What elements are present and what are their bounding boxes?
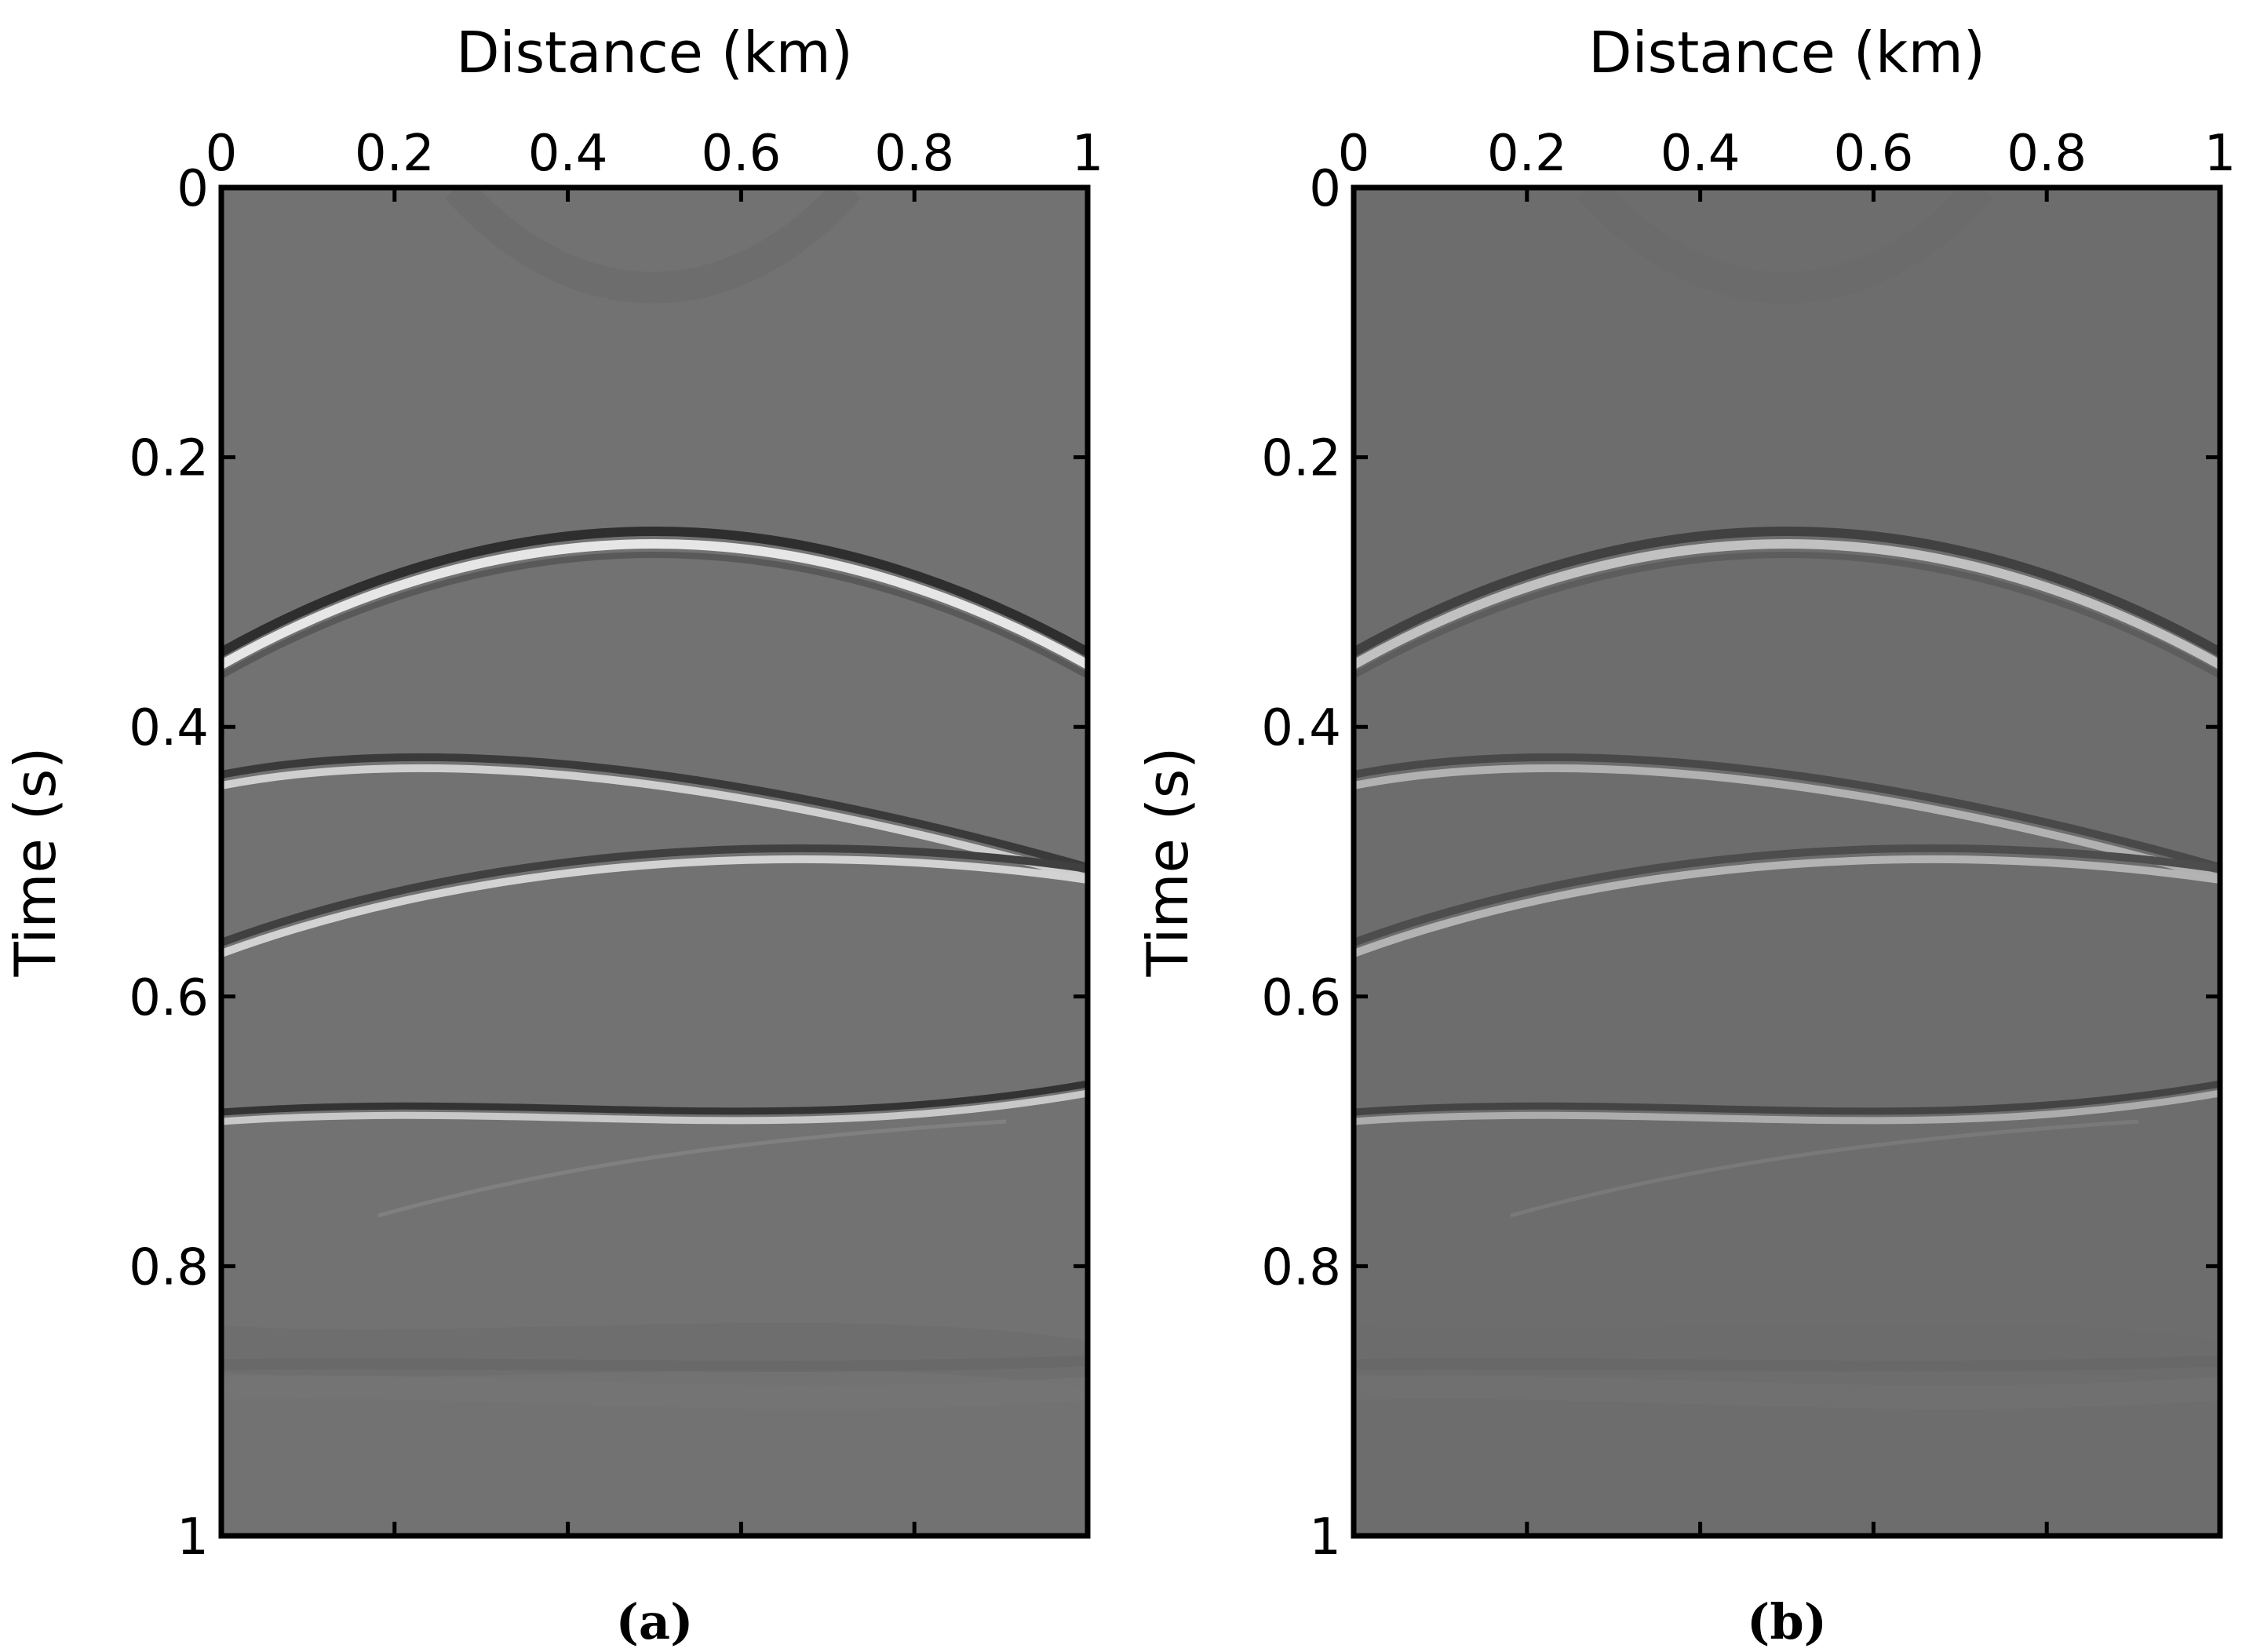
y-tick-label: 0.4 xyxy=(129,699,209,757)
frame xyxy=(1351,184,2223,1539)
x-tick-label: 0.8 xyxy=(874,125,954,183)
y-axis-label: Time (s) xyxy=(1135,747,1201,978)
y-tick-label: 1 xyxy=(1309,1508,1341,1566)
x-tick-label: 1 xyxy=(2204,125,2237,183)
x-tick-label: 0.2 xyxy=(1487,125,1567,183)
y-tick-label: 0.6 xyxy=(1261,969,1341,1027)
y-tick-label: 1 xyxy=(177,1508,209,1566)
y-tick-label: 0.8 xyxy=(129,1238,209,1296)
panel: 0 0.2 0.4 0.6 0.8 1 0 0.2 0.4 0.6 0.8 1 Distance (km… xyxy=(2,20,1103,1650)
caption: (b) xyxy=(1747,1593,1827,1650)
y-tick-label: 0.8 xyxy=(1261,1238,1341,1296)
panel: 0 0.2 0.4 0.6 0.8 1 0 0.2 0.4 0.6 0.8 1 Distance (km… xyxy=(1135,20,2236,1650)
frame xyxy=(218,184,1091,1539)
x-tick-label: 0.4 xyxy=(528,125,608,183)
y-tick-label: 0.6 xyxy=(129,969,209,1027)
x-tick-label: 0.2 xyxy=(355,125,435,183)
y-tick-label: 0.4 xyxy=(1261,699,1341,757)
x-tick-label: 0 xyxy=(206,125,238,183)
x-tick-label: 0.8 xyxy=(2007,125,2087,183)
x-axis-label: Distance (km) xyxy=(1588,20,1985,86)
x-tick-label: 0.6 xyxy=(702,125,782,183)
x-tick-label: 0 xyxy=(1338,125,1370,183)
x-tick-label: 0.4 xyxy=(1661,125,1741,183)
y-axis-label: Time (s) xyxy=(2,747,68,978)
y-tick-label: 0 xyxy=(1309,160,1341,218)
y-tick-label: 0 xyxy=(177,160,209,218)
x-tick-label: 0.6 xyxy=(1834,125,1914,183)
y-tick-label: 0.2 xyxy=(1261,430,1341,488)
x-axis-label: Distance (km) xyxy=(456,20,853,86)
x-tick-label: 1 xyxy=(1072,125,1104,183)
caption: (a) xyxy=(616,1593,694,1650)
y-tick-label: 0.2 xyxy=(129,430,209,488)
